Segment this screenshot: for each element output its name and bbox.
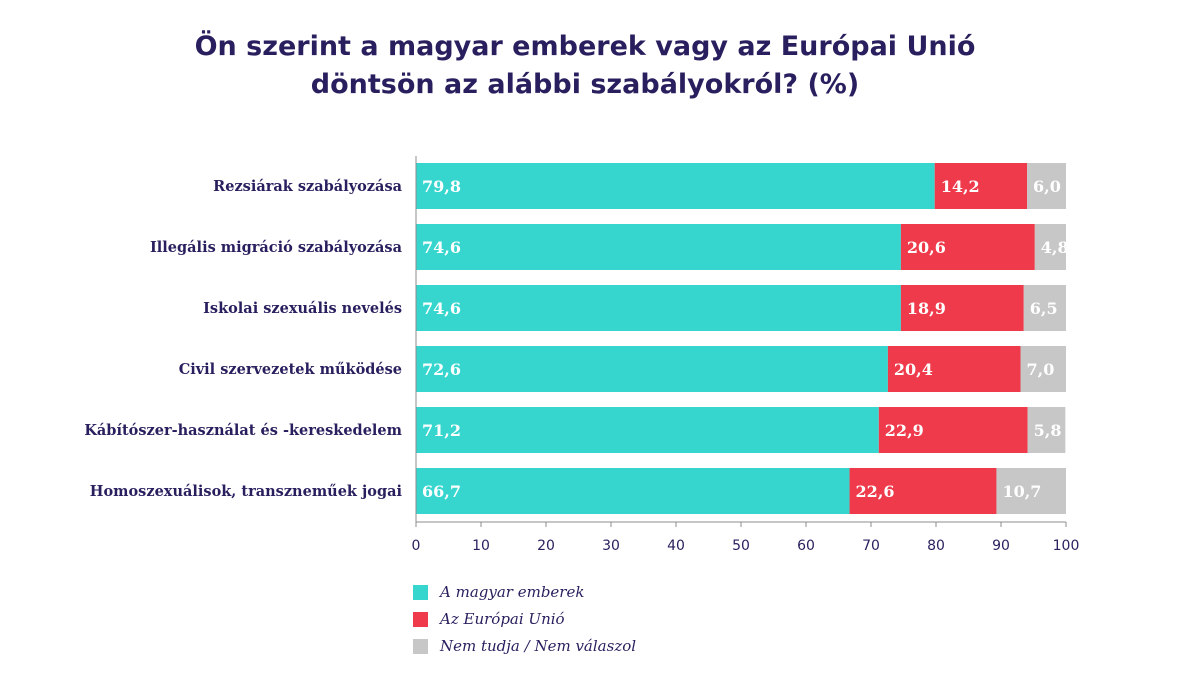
bar-segment-hungarians: [416, 224, 901, 270]
bar-segment-hungarians: [416, 407, 879, 453]
bar-segment-eu: [887, 346, 1021, 392]
x-tick-label: 90: [992, 538, 1010, 554]
data-label: 22,6: [856, 482, 895, 501]
category-label: Civil szervezetek működése: [179, 361, 402, 378]
bar-segment-eu: [878, 407, 1028, 453]
bar-segment-hungarians: [416, 346, 888, 392]
x-tick-label: 70: [862, 538, 880, 554]
category-label: Iskolai szexuális nevelés: [203, 300, 402, 317]
x-tick-label: 100: [1053, 538, 1080, 554]
data-label: 72,6: [422, 360, 461, 379]
x-tick-label: 30: [602, 538, 620, 554]
bar-segment-hungarians: [416, 163, 935, 209]
data-label: 18,9: [907, 299, 946, 318]
bar-segment-dont-know: [1027, 163, 1066, 209]
data-label: 20,4: [894, 360, 933, 379]
data-label: 74,6: [422, 299, 461, 318]
x-tick-label: 40: [667, 538, 685, 554]
data-label: 79,8: [422, 177, 461, 196]
x-tick-label: 0: [412, 538, 421, 554]
legend-item-dont-know: Nem tudja / Nem válaszol: [413, 636, 636, 656]
data-label: 6,0: [1033, 177, 1061, 196]
bar-segment-dont-know: [1027, 407, 1066, 453]
data-label: 7,0: [1027, 360, 1055, 379]
legend-item-hungarians: A magyar emberek: [413, 582, 636, 602]
category-label: Rezsiárak szabályozása: [213, 178, 402, 195]
data-label: 66,7: [422, 482, 461, 501]
chart-title-line-2: döntsön az alábbi szabályokról? (%): [310, 69, 860, 100]
bar-segment-dont-know: [1034, 224, 1066, 270]
x-tick-label: 80: [927, 538, 945, 554]
data-label: 71,2: [422, 421, 461, 440]
category-label: Homoszexuálisok, transzneműek jogai: [90, 483, 403, 500]
bar-segment-hungarians: [416, 468, 850, 514]
data-label: 10,7: [1002, 482, 1041, 501]
legend-swatch-hungarians: [413, 584, 428, 600]
x-tick-label: 20: [537, 538, 555, 554]
legend-label-hungarians: A magyar emberek: [440, 583, 585, 601]
category-label: Kábítószer-használat és -kereskedelem: [84, 422, 402, 439]
data-label: 6,5: [1030, 299, 1058, 318]
bar-segment-dont-know: [996, 468, 1066, 514]
bar-segment-dont-know: [1020, 346, 1066, 392]
data-label: 22,9: [885, 421, 924, 440]
x-tick-label: 10: [472, 538, 490, 554]
x-tick-label: 60: [797, 538, 815, 554]
legend-swatch-eu: [413, 611, 428, 627]
legend-swatch-dont-know: [413, 638, 428, 654]
data-label: 5,8: [1034, 421, 1062, 440]
legend-label-eu: Az Európai Unió: [440, 610, 565, 628]
legend-item-eu: Az Európai Unió: [413, 609, 636, 629]
chart-title: Ön szerint a magyar emberek vagy az Euró…: [0, 28, 1170, 104]
bar-segment-eu: [900, 224, 1035, 270]
chart-title-line-1: Ön szerint a magyar emberek vagy az Euró…: [194, 31, 976, 62]
data-label: 4,8: [1041, 238, 1069, 257]
data-label: 14,2: [941, 177, 980, 196]
legend: A magyar emberek Az Európai Unió Nem tud…: [413, 582, 636, 663]
data-label: 74,6: [422, 238, 461, 257]
x-tick-label: 50: [732, 538, 750, 554]
legend-label-dont-know: Nem tudja / Nem válaszol: [440, 637, 637, 655]
bar-segment-hungarians: [416, 285, 901, 331]
bar-segment-eu: [934, 163, 1027, 209]
bar-segment-eu: [900, 285, 1024, 331]
category-label: Illegális migráció szabályozása: [150, 239, 403, 256]
bar-segment-dont-know: [1023, 285, 1066, 331]
data-label: 20,6: [907, 238, 946, 257]
bar-segment-eu: [849, 468, 997, 514]
